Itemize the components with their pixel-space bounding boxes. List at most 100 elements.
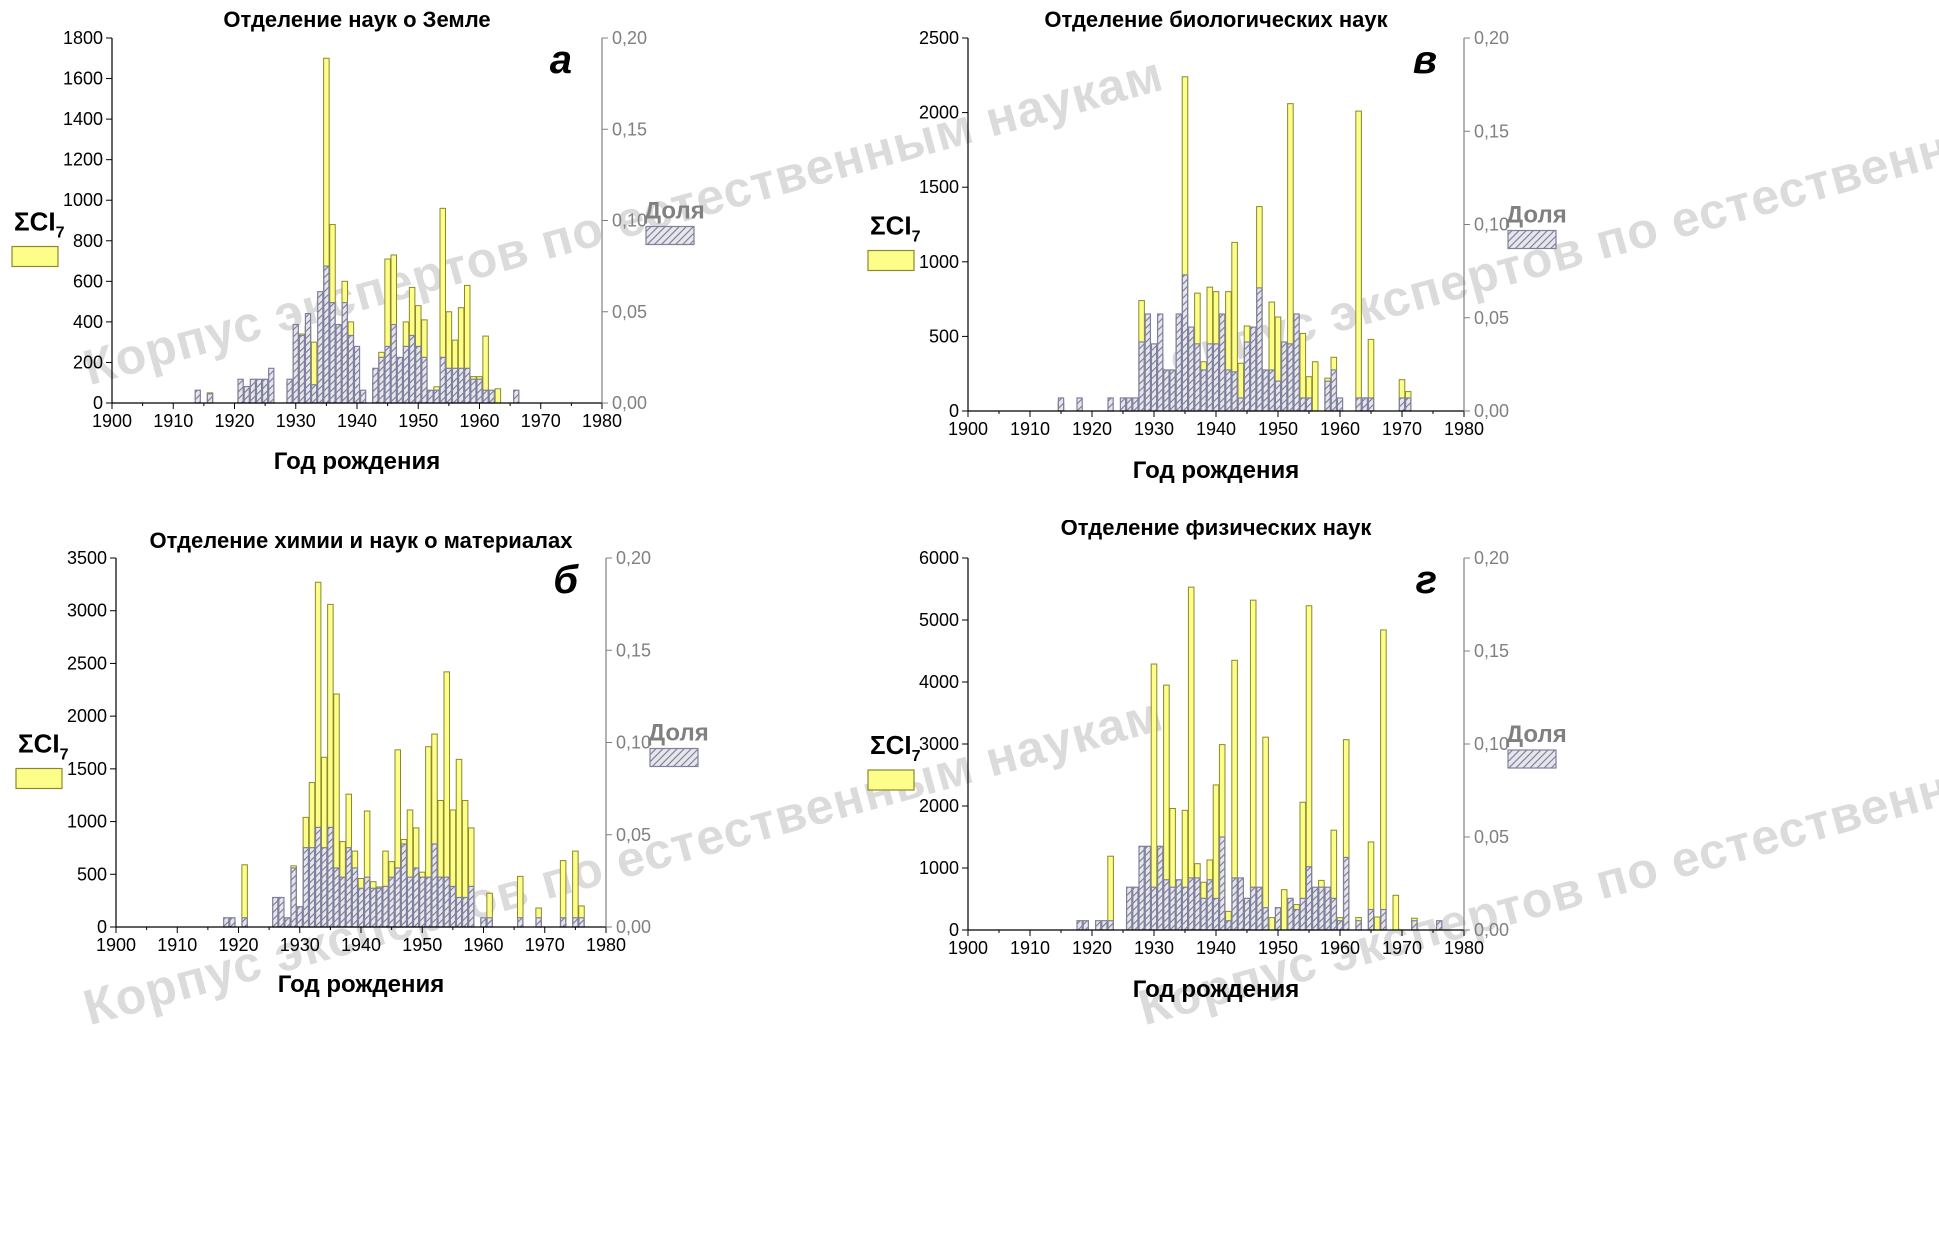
y-tick-label: 2000 <box>919 103 959 123</box>
share-bar <box>1107 920 1114 931</box>
x-tick-label: 1960 <box>463 935 503 955</box>
share-bar <box>1194 877 1201 931</box>
y2-tick-label: 0,10 <box>612 211 647 231</box>
legend-share-label: Доля <box>1506 202 1567 229</box>
share-bar <box>388 876 395 928</box>
share-bar <box>1293 313 1300 412</box>
share-bar <box>1150 886 1158 931</box>
y2-tick-label: 0,10 <box>1474 215 1509 235</box>
share-bar <box>1274 907 1282 931</box>
y-tick-label: 1200 <box>63 150 103 170</box>
legend-share-swatch <box>1507 229 1557 250</box>
y-tick-label: 400 <box>73 312 103 332</box>
share-bar <box>1057 397 1065 412</box>
legend-share-label: Доля <box>1506 721 1567 748</box>
chart-title: Отделение физических наук <box>1061 520 1373 540</box>
share-bar <box>261 378 269 404</box>
share-bar <box>451 367 459 404</box>
y-tick-label: 1500 <box>919 177 959 197</box>
share-bar <box>286 378 293 404</box>
x-tick-label: 1900 <box>948 419 988 439</box>
share-bar <box>427 389 434 404</box>
y-tick-label: 1000 <box>67 812 107 832</box>
share-bar <box>1355 920 1362 931</box>
share-bar <box>1200 369 1207 412</box>
x-tick-label: 1910 <box>1010 938 1050 958</box>
y2-tick-label: 0,20 <box>1474 548 1509 568</box>
share-bar <box>486 917 493 928</box>
share-bar <box>363 876 371 928</box>
share-bar <box>1200 897 1207 931</box>
share-bar <box>1144 845 1152 931</box>
share-bar <box>272 896 279 928</box>
x-tick-label: 1950 <box>398 411 438 431</box>
share-bar <box>1287 343 1294 412</box>
legend-sci-swatch <box>867 249 915 272</box>
y-tick-label: 200 <box>73 352 103 372</box>
share-bar <box>488 389 495 404</box>
x-tick-label: 1930 <box>1134 938 1174 958</box>
x-tick-label: 1940 <box>341 935 381 955</box>
y2-tick-label: 0,15 <box>612 119 647 139</box>
y-tick-label: 1000 <box>919 252 959 272</box>
share-bar <box>1330 897 1338 931</box>
share-bar <box>284 917 291 928</box>
y2-tick-label: 0,05 <box>612 302 647 322</box>
share-bar <box>359 389 367 404</box>
panel-letter: б <box>553 558 579 602</box>
share-bar <box>1367 908 1375 931</box>
share-bar <box>437 876 444 928</box>
share-bar <box>1125 886 1133 931</box>
share-bar <box>1076 920 1083 931</box>
share-bar <box>1249 886 1257 931</box>
share-bar <box>402 345 410 404</box>
share-bar <box>290 867 297 928</box>
legend-share-swatch <box>645 225 695 246</box>
sci-bar <box>1311 361 1319 412</box>
x-axis-label: Год рождения <box>1133 976 1300 1003</box>
share-bar <box>384 345 391 404</box>
y2-tick-label: 0,15 <box>616 640 651 660</box>
share-bar <box>1218 313 1226 412</box>
y2-tick-label: 0,00 <box>1474 401 1509 421</box>
share-bar <box>1187 877 1195 931</box>
legend-sci-swatch <box>867 769 915 791</box>
share-bar <box>572 917 579 928</box>
share-bar <box>1280 341 1288 412</box>
share-bar <box>1094 920 1102 931</box>
y-tick-label: 5000 <box>919 610 959 630</box>
share-bar <box>1225 920 1232 931</box>
share-bar <box>1249 326 1257 412</box>
x-tick-label: 1970 <box>521 411 561 431</box>
share-bar <box>1194 343 1201 412</box>
sci-bar <box>1380 629 1387 931</box>
legend-share-swatch <box>649 747 699 768</box>
share-bar <box>1293 908 1300 931</box>
sci-bar <box>572 850 579 928</box>
share-bar <box>206 393 214 404</box>
share-bar <box>1107 397 1114 412</box>
y-tick-label: 500 <box>929 326 959 346</box>
share-bar <box>1212 343 1220 412</box>
share-bar <box>1187 326 1195 412</box>
share-bar <box>464 367 471 404</box>
share-bar <box>278 896 285 928</box>
y2-tick-label: 0,00 <box>612 393 647 413</box>
share-bar <box>317 291 324 404</box>
y-tick-label: 3000 <box>67 601 107 621</box>
sci-bar <box>1262 736 1269 931</box>
legend-share-swatch <box>1507 749 1557 769</box>
share-bar <box>1305 397 1313 412</box>
chart-panel-a: Отделение наук о Земле а 1900 1910 1920 1930 1… <box>11 7 705 475</box>
legend-sci-label: ΣCI7 <box>14 207 65 242</box>
share-bar <box>408 334 416 404</box>
share-bar <box>323 265 330 404</box>
share-bar <box>229 917 236 928</box>
share-bar <box>1355 397 1362 412</box>
y-tick-label: 6000 <box>919 548 959 568</box>
sci-bar <box>1392 894 1400 931</box>
x-tick-label: 1930 <box>280 935 320 955</box>
y-tick-label: 0 <box>949 401 959 421</box>
share-bar <box>1318 886 1325 931</box>
share-bar <box>1380 908 1387 931</box>
